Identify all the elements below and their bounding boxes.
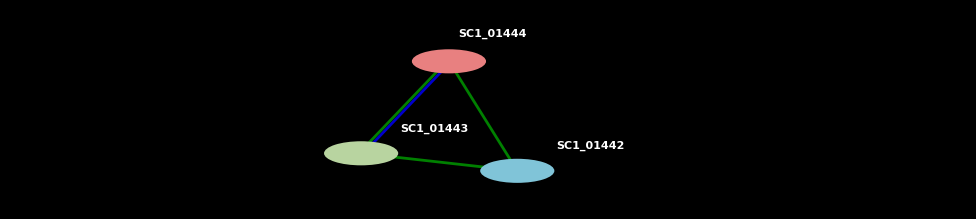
Ellipse shape <box>324 141 398 165</box>
Text: SC1_01444: SC1_01444 <box>459 29 527 39</box>
Text: SC1_01442: SC1_01442 <box>556 141 625 151</box>
Text: SC1_01443: SC1_01443 <box>400 123 468 134</box>
Ellipse shape <box>480 159 554 183</box>
Ellipse shape <box>412 49 486 73</box>
